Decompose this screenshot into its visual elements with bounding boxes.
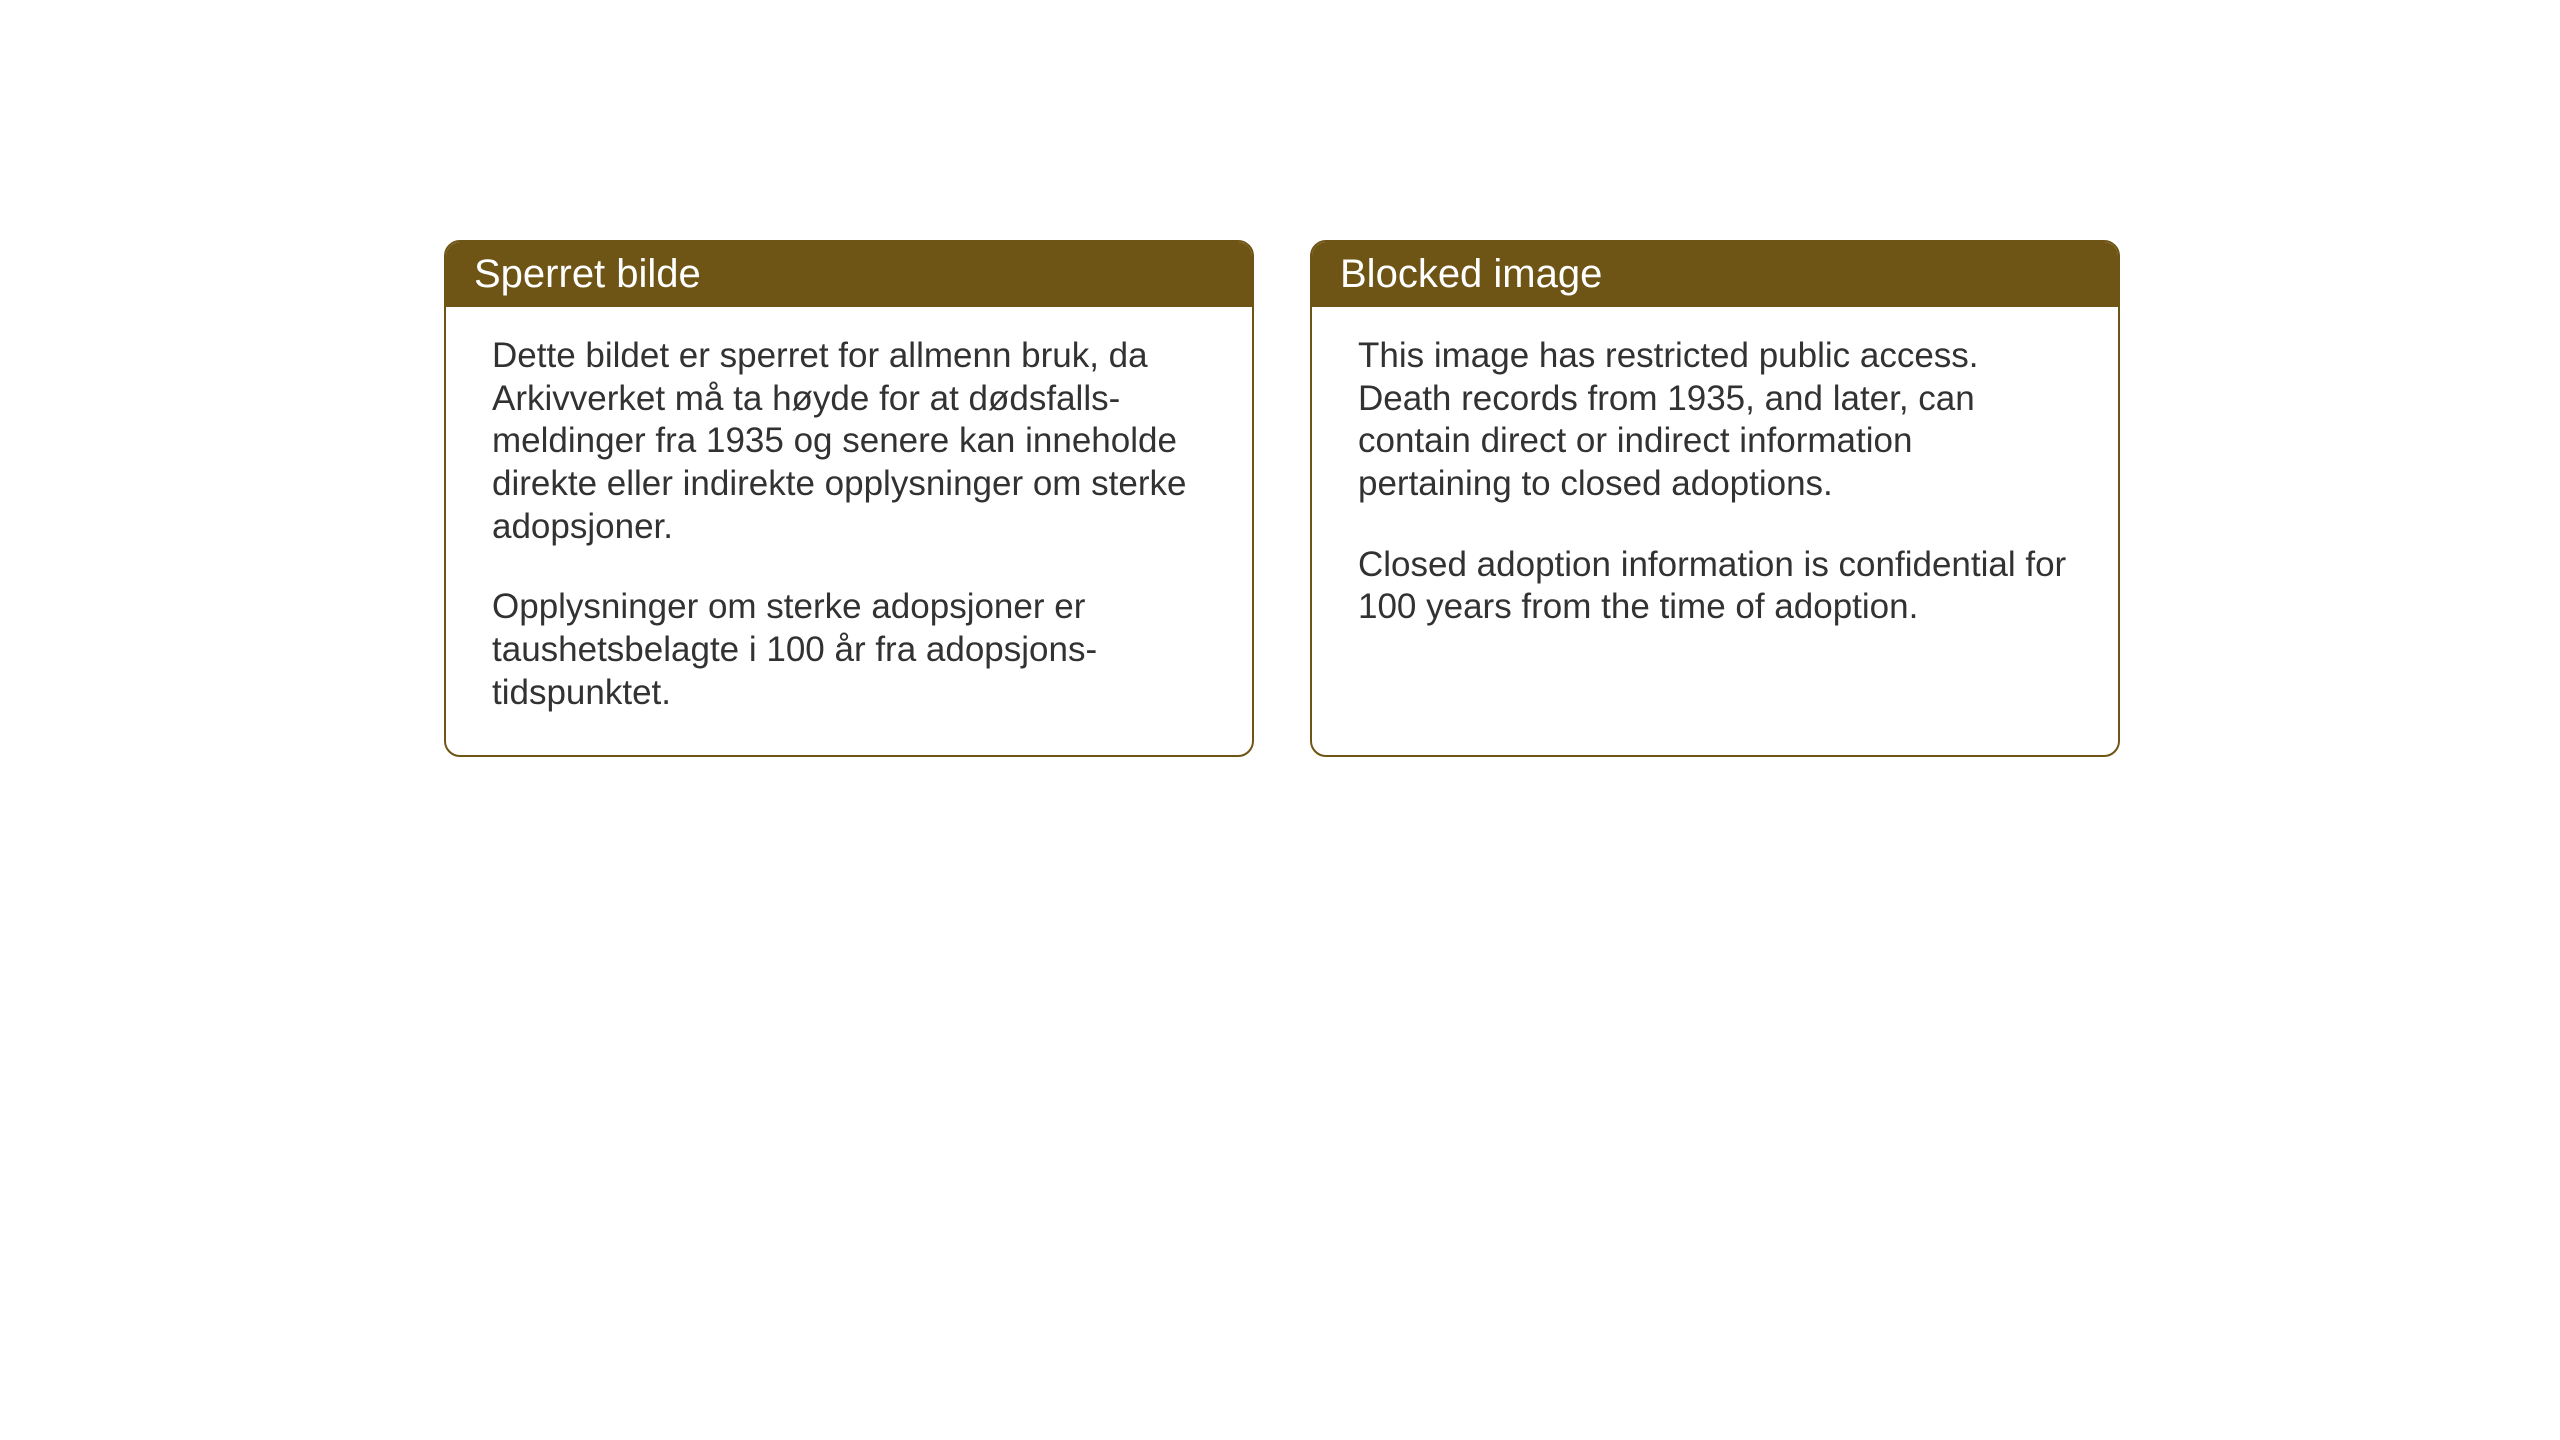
- card-norwegian-body: Dette bildet er sperret for allmenn bruk…: [446, 307, 1252, 755]
- card-norwegian-header: Sperret bilde: [446, 242, 1252, 307]
- cards-container: Sperret bilde Dette bildet er sperret fo…: [444, 240, 2120, 757]
- card-english-header: Blocked image: [1312, 242, 2118, 307]
- card-norwegian-title: Sperret bilde: [474, 252, 701, 296]
- card-english: Blocked image This image has restricted …: [1310, 240, 2120, 757]
- card-english-paragraph1: This image has restricted public access.…: [1358, 335, 2072, 506]
- card-norwegian-paragraph1: Dette bildet er sperret for allmenn bruk…: [492, 335, 1206, 548]
- card-english-paragraph2: Closed adoption information is confident…: [1358, 544, 2072, 629]
- card-english-title: Blocked image: [1340, 252, 1602, 296]
- card-norwegian-paragraph2: Opplysninger om sterke adopsjoner er tau…: [492, 586, 1206, 714]
- card-norwegian: Sperret bilde Dette bildet er sperret fo…: [444, 240, 1254, 757]
- card-english-body: This image has restricted public access.…: [1312, 307, 2118, 669]
